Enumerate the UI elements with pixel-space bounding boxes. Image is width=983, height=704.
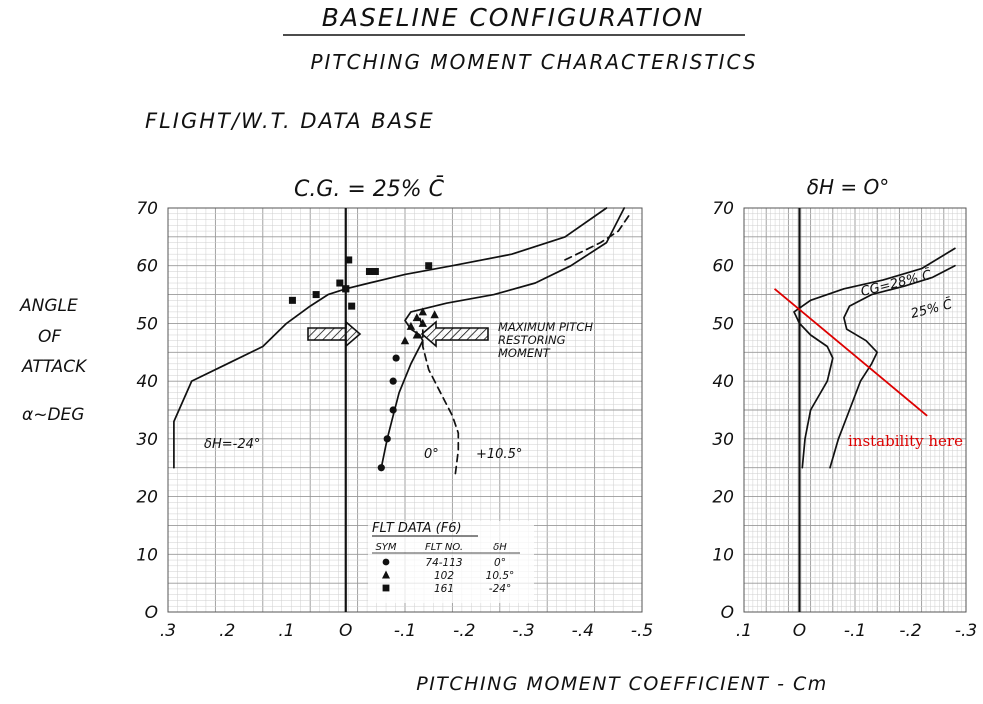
data-point-square [371,267,379,275]
chart-annotation: 0° [424,447,439,462]
data-point-triangle [406,321,416,330]
legend-elevator-angle: 10.5° [486,570,515,582]
left-chart: .3 .2 .1 O -.1 -.2 -.3 -.4 -.5 O 10 20 30 40 50 60 70 δH=… [136,199,653,641]
right-chart-title: δH = O° [807,175,890,199]
legend-symbol-circle [382,558,390,566]
left-y-tick-label: 50 [136,314,158,334]
left-chart-title: C.G. = 25% C̄ [294,176,445,202]
left-x-tick-label: .3 [160,621,176,641]
legend-column-header: δH [493,542,507,553]
left-plot-frame [167,207,643,613]
right-x-tick-label: -.2 [899,621,921,641]
data-point-square [312,291,320,299]
right-plot-frame [743,207,967,613]
left-series-line-3 [564,212,631,261]
instability-annotation: instability here [848,432,963,450]
figure-title: BASELINE CONFIGURATION [322,3,705,32]
right-y-tick-label: 10 [712,545,734,565]
left-y-tick-label: O [145,603,158,623]
data-point-triangle [430,310,439,319]
right-grid [743,207,967,613]
right-y-tick-label: O [721,603,734,623]
legend-column-header: FLT NO. [425,542,463,553]
left-x-tick-label: .2 [219,621,235,641]
chart-annotation: MOMENT [498,346,551,360]
left-x-tick-label: -.2 [453,621,475,641]
right-y-tick-label: 60 [712,257,734,277]
data-point-square [425,262,433,270]
data-point-triangle [412,330,422,339]
left-y-tick-label: 20 [136,488,158,508]
left-x-tick-label: -.5 [631,621,653,641]
data-point-triangle [400,336,410,345]
chart-annotation: +10.5° [476,447,522,462]
data-point-square [348,302,356,310]
database-label: FLIGHT/W.T. DATA BASE [145,109,435,133]
left-x-tick-label: -.1 [394,621,416,641]
ylabel-line-2: OF [38,327,61,347]
max-restoring-arrow-right [420,320,489,348]
right-x-tick-label: .1 [736,621,752,641]
chart-annotation: MAXIMUM PITCH [498,320,593,334]
right-series-line-0 [793,247,956,469]
legend-symbol-triangle [382,570,390,579]
figure-subtitle: PITCHING MOMENT CHARACTERISTICS [310,50,757,74]
ylabel-line-3: ATTACK [21,357,88,377]
legend-flight-number: 102 [434,570,454,582]
flight-data-legend: FLT DATA (F6) SYM FLT NO. δH 74-113 0° 102 10.5… [368,521,534,603]
ylabel-symbol: α~DEG [22,405,84,425]
left-y-tick-label: 30 [136,430,158,450]
legend-elevator-angle: 0° [494,557,506,569]
left-x-tick-label: -.4 [572,621,594,641]
right-y-tick-label: 50 [712,314,734,334]
data-point-circle [377,464,385,472]
data-point-square [345,256,353,264]
chart-annotation: RESTORING [498,333,566,347]
legend-background [368,521,534,603]
data-point-triangle [418,318,427,327]
data-point-square [288,296,296,304]
data-point-triangle [412,313,422,322]
legend-elevator-angle: -24° [489,583,511,595]
data-point-circle [389,377,397,385]
left-x-tick-label: .1 [278,621,294,641]
left-y-tick-label: 60 [136,257,158,277]
data-point-circle [389,406,397,414]
legend-symbol-square [382,584,390,592]
data-point-square [342,285,350,293]
right-y-tick-label: 40 [712,372,734,392]
instability-line [773,288,928,417]
left-x-tick-label: -.3 [512,621,534,641]
right-y-tick-label: 20 [712,488,734,508]
left-y-tick-label: 40 [136,372,158,392]
right-x-tick-label: -.1 [844,621,866,641]
ylabel-line-1: ANGLE [19,296,78,316]
data-point-circle [392,354,400,362]
data-point-square [336,279,344,287]
right-series-line-1 [829,264,956,469]
right-x-tick-label: O [793,621,806,641]
legend-flight-number: 74-113 [425,557,462,569]
right-x-tick-label: -.3 [955,621,977,641]
right-y-tick-label: 30 [712,430,734,450]
legend-column-header: SYM [375,542,396,553]
right-y-tick-label: 70 [712,199,734,219]
data-point-triangle [418,307,427,316]
left-y-tick-label: 70 [136,199,158,219]
max-restoring-arrow-left [307,320,362,348]
xlabel: PITCHING MOMENT COEFFICIENT - Cm [416,673,828,695]
chart-annotation: δH=-24° [204,437,260,452]
left-series-line-0 [173,207,608,469]
left-x-tick-label: O [339,621,352,641]
legend-flight-number: 161 [434,583,454,595]
data-point-circle [383,435,391,443]
data-point-square [365,267,373,275]
legend-title: FLT DATA (F6) [372,521,462,536]
left-y-tick-label: 10 [136,545,158,565]
